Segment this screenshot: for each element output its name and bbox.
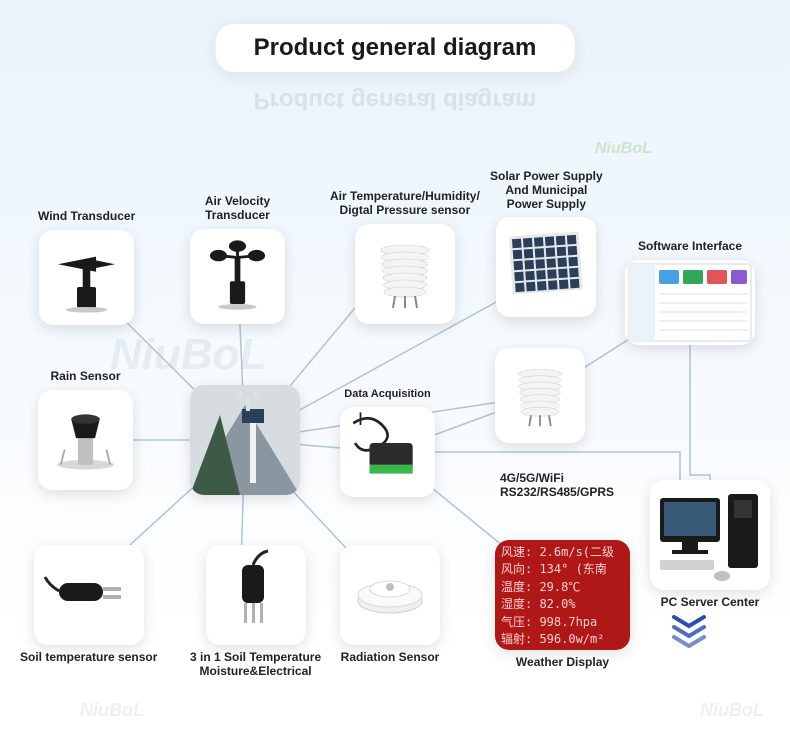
hub-weather-station: [190, 385, 300, 495]
node-solar-image: [496, 217, 596, 317]
node-soft-image: [625, 260, 755, 345]
node-athdp-label: Air Temperature/Humidity/ Digtal Pressur…: [330, 190, 480, 218]
down-chevrons: [672, 615, 706, 649]
node-rad: Radiation Sensor: [340, 545, 440, 665]
node-solar-label: Solar Power Supply And Municipal Power S…: [490, 170, 603, 211]
node-data: Data Acquisition: [340, 388, 435, 497]
node-athdp-image: [355, 224, 455, 324]
node-weather-image: 风速: 2.6m/s(二级风向: 134° (东南温度: 29.8℃湿度: 82…: [495, 540, 630, 650]
node-data-label: Data Acquisition: [344, 388, 430, 401]
node-wind-image: [39, 230, 134, 325]
node-airvel-label: Air Velocity Transducer: [205, 195, 270, 223]
node-pc: PC Server Center: [650, 480, 770, 610]
node-rain-label: Rain Sensor: [50, 370, 120, 384]
node-wind-label: Wind Transducer: [38, 210, 135, 224]
node-solar: Solar Power Supply And Municipal Power S…: [490, 170, 603, 317]
node-weather: 风速: 2.6m/s(二级风向: 134° (东南温度: 29.8℃湿度: 82…: [495, 540, 630, 670]
node-rain-image: [38, 390, 133, 490]
node-pc-label: PC Server Center: [661, 596, 760, 610]
comm-line2: RS232/RS485/GPRS: [500, 486, 614, 500]
hub-image: [190, 385, 300, 495]
node-soil3: 3 in 1 Soil Temperature Moisture&Electri…: [190, 545, 321, 679]
page-title-text: Product general diagram: [254, 34, 537, 61]
node-airvel: Air Velocity Transducer: [190, 195, 285, 324]
node-extra-image: [495, 348, 585, 443]
node-weather-label: Weather Display: [516, 656, 609, 670]
node-soft: Software Interface: [625, 240, 755, 345]
node-rad-label: Radiation Sensor: [341, 651, 440, 665]
node-soil3-label: 3 in 1 Soil Temperature Moisture&Electri…: [190, 651, 321, 679]
node-rain: Rain Sensor: [38, 370, 133, 490]
node-soiltemp-label: Soil temperature sensor: [20, 651, 157, 665]
node-rad-image: [340, 545, 440, 645]
node-airvel-image: [190, 229, 285, 324]
node-extra: [495, 348, 585, 443]
node-soiltemp-image: [34, 545, 144, 645]
node-data-image: [340, 407, 435, 497]
node-wind: Wind Transducer: [38, 210, 135, 325]
node-pc-image: [650, 480, 770, 590]
comm-labels: 4G/5G/WiFi RS232/RS485/GPRS: [500, 472, 614, 500]
page-title-reflection: Product general diagram: [254, 86, 537, 114]
comm-line1: 4G/5G/WiFi: [500, 472, 564, 486]
node-soft-label: Software Interface: [638, 240, 742, 254]
node-soiltemp: Soil temperature sensor: [20, 545, 157, 665]
node-soil3-image: [206, 545, 306, 645]
page-title: Product general diagram: [216, 24, 575, 72]
node-athdp: Air Temperature/Humidity/ Digtal Pressur…: [330, 190, 480, 324]
